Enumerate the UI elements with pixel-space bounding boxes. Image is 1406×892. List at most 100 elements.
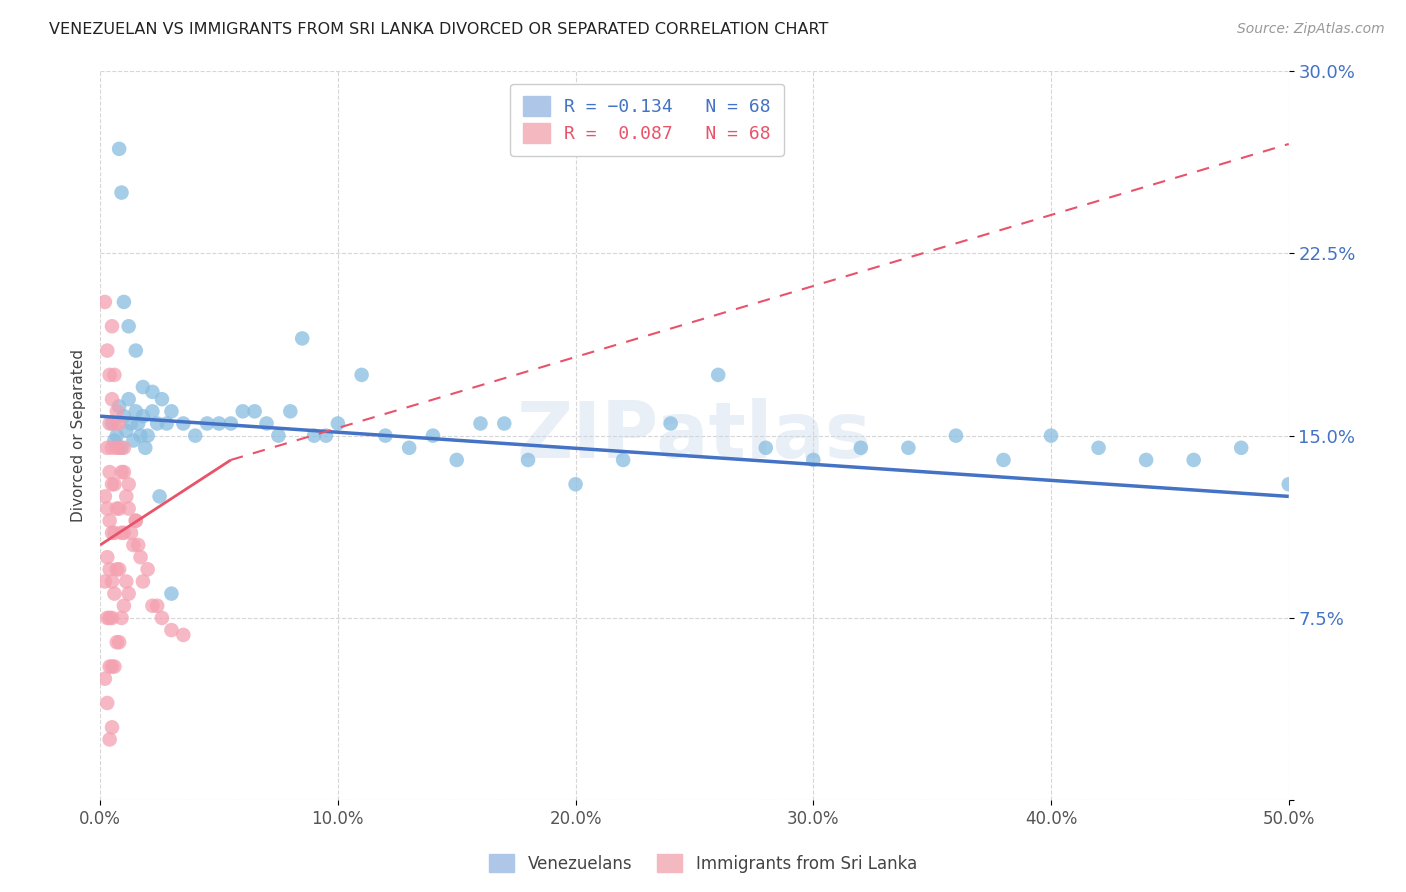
Point [422,428,444,442]
Point [108,400,131,414]
Point [125,343,148,358]
Point [148,490,170,504]
Point [108,417,131,431]
Point [446,453,468,467]
Point [101,392,124,407]
Point [470,417,492,431]
Point [98,417,121,431]
Point [101,417,124,431]
Point [110,441,132,455]
Legend: R = −0.134   N = 68, R =  0.087   N = 68: R = −0.134 N = 68, R = 0.087 N = 68 [510,84,783,156]
Point [494,417,516,431]
Point [101,574,124,589]
Point [1040,428,1063,442]
Point [98,514,121,528]
Point [112,295,135,310]
Point [96,441,118,455]
Point [112,525,135,540]
Point [146,417,169,431]
Point [96,696,118,710]
Point [267,428,290,442]
Point [105,635,128,649]
Text: ZIPatlas: ZIPatlas [517,398,872,474]
Point [98,732,121,747]
Point [141,599,163,613]
Point [103,586,125,600]
Point [112,599,135,613]
Point [136,428,159,442]
Point [127,538,149,552]
Point [160,404,183,418]
Point [96,550,118,565]
Point [1182,453,1205,467]
Point [849,441,872,455]
Point [125,404,148,418]
Point [105,404,128,418]
Point [160,623,183,637]
Point [110,525,132,540]
Point [129,428,152,442]
Point [122,434,145,448]
Point [112,465,135,479]
Point [232,404,254,418]
Point [94,574,117,589]
Point [110,465,132,479]
Point [98,611,121,625]
Point [243,404,266,418]
Point [127,417,149,431]
Point [94,490,117,504]
Point [96,501,118,516]
Point [195,417,218,431]
Point [1135,453,1157,467]
Point [125,514,148,528]
Point [1278,477,1301,491]
Point [315,428,337,442]
Point [105,501,128,516]
Point [141,404,163,418]
Point [112,441,135,455]
Point [160,586,183,600]
Point [1230,441,1253,455]
Point [118,586,141,600]
Point [118,392,141,407]
Point [132,574,155,589]
Point [108,441,131,455]
Point [291,331,314,345]
Point [98,368,121,382]
Point [945,428,967,442]
Point [256,417,278,431]
Point [94,672,117,686]
Point [120,525,142,540]
Point [115,574,138,589]
Point [707,368,730,382]
Point [103,525,125,540]
Point [98,465,121,479]
Point [101,441,124,455]
Point [103,659,125,673]
Point [326,417,349,431]
Point [96,343,118,358]
Text: Source: ZipAtlas.com: Source: ZipAtlas.com [1237,22,1385,37]
Point [755,441,778,455]
Point [96,611,118,625]
Point [105,441,128,455]
Point [112,409,135,424]
Point [98,562,121,576]
Point [115,424,138,438]
Point [110,186,132,200]
Point [129,550,152,565]
Point [98,659,121,673]
Point [118,477,141,491]
Point [208,417,231,431]
Point [105,428,128,442]
Point [94,295,117,310]
Point [125,514,148,528]
Point [1087,441,1109,455]
Point [108,142,131,156]
Point [612,453,634,467]
Legend: Venezuelans, Immigrants from Sri Lanka: Venezuelans, Immigrants from Sri Lanka [482,847,924,880]
Point [134,441,156,455]
Point [132,380,155,394]
Point [150,611,173,625]
Point [108,562,131,576]
